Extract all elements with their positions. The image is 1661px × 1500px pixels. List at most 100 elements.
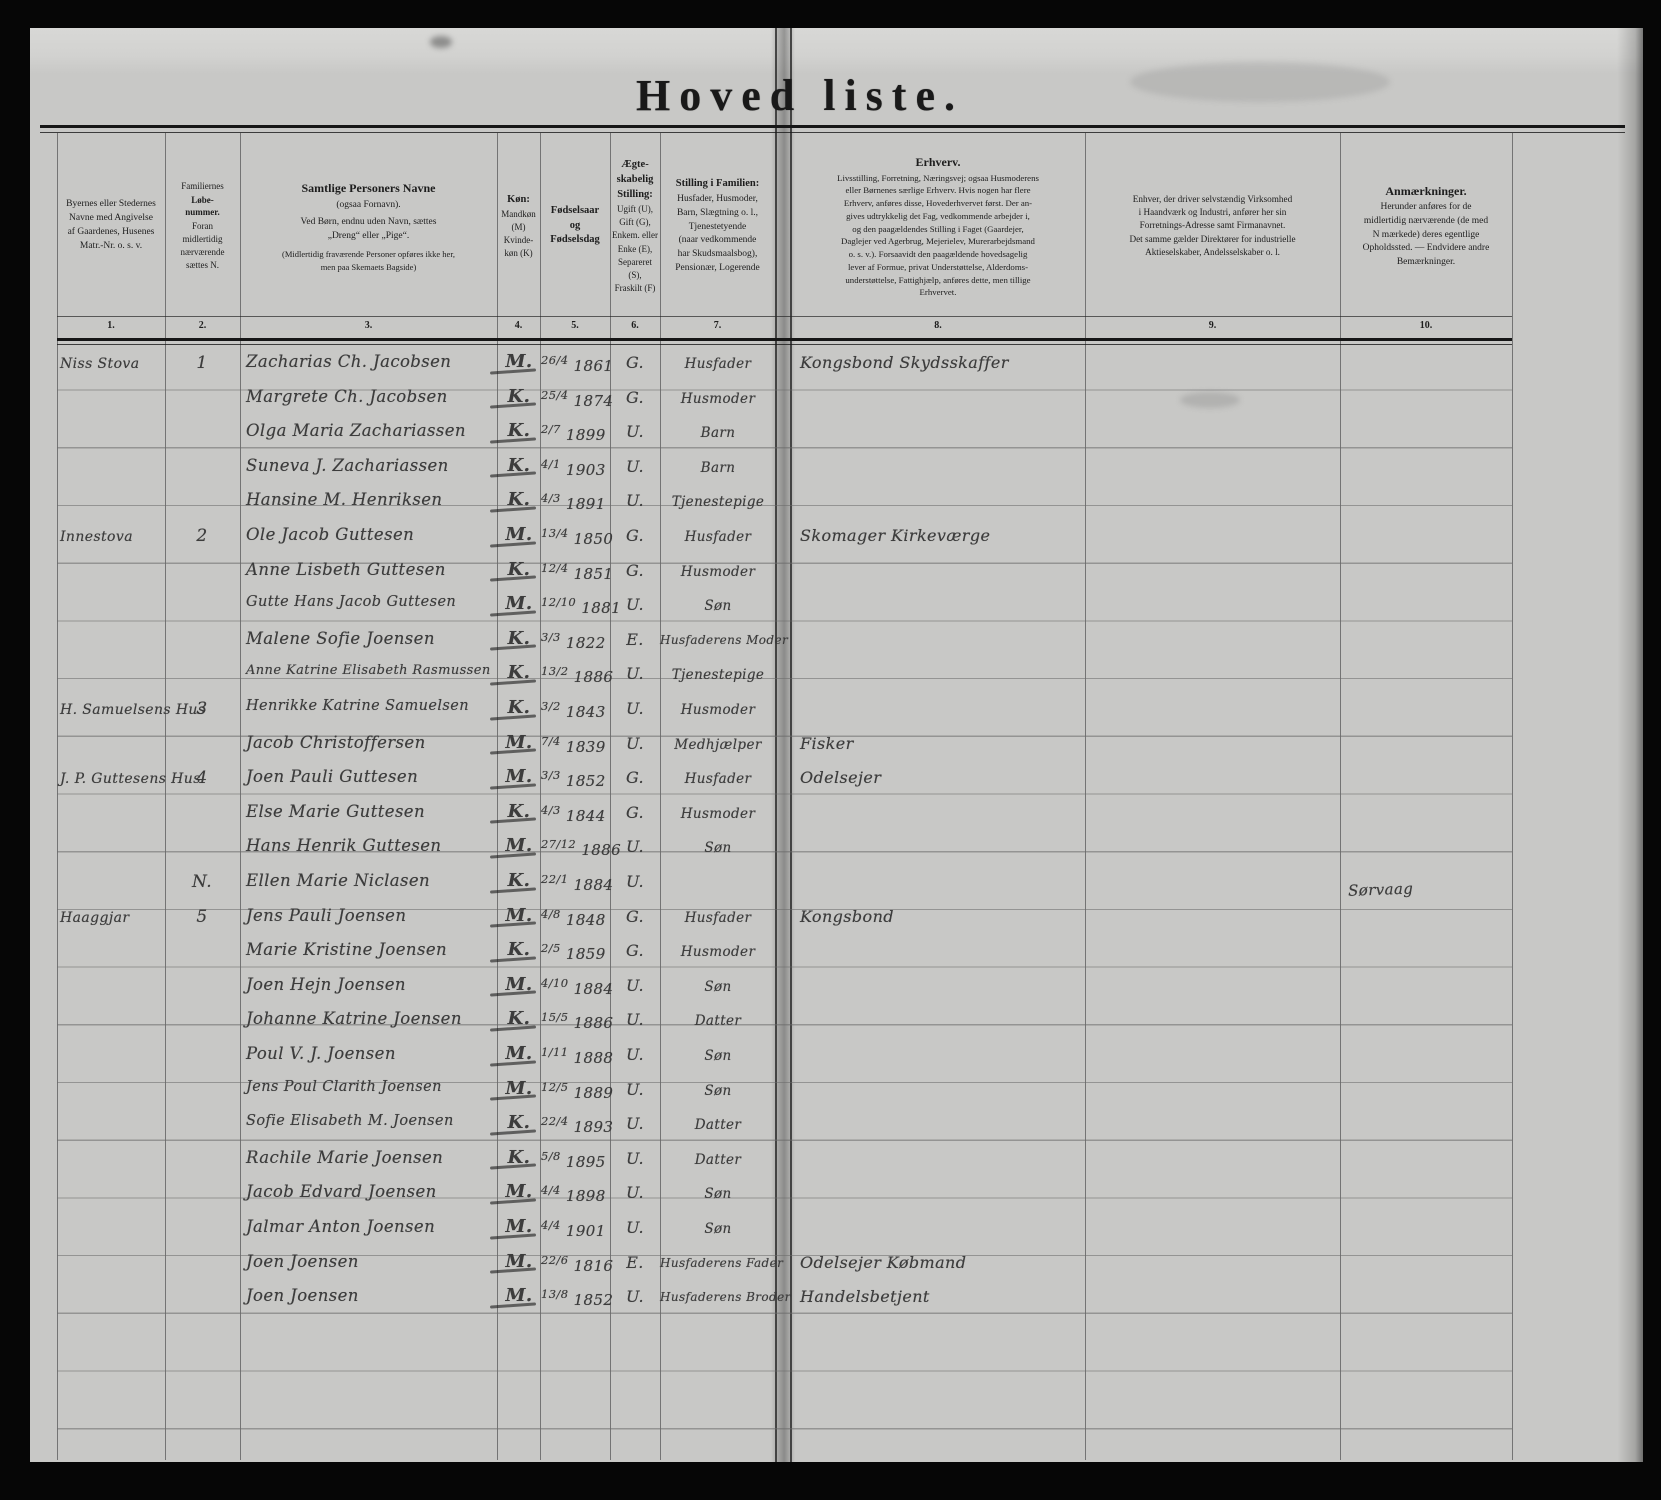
birth-year: 1852 bbox=[560, 772, 606, 791]
birth-date: 1/11 1888 bbox=[541, 1045, 614, 1067]
marital-status: U. bbox=[626, 699, 644, 718]
birth-day-month: 4/8 bbox=[541, 906, 561, 921]
birth-year: 1881 bbox=[576, 599, 622, 618]
form-ruled-lines bbox=[57, 333, 1512, 1460]
scan-border-bottom bbox=[0, 1462, 1661, 1500]
sex-code: M. bbox=[498, 524, 540, 545]
table-row: Anne Katrine Elisabeth Rasmussen K. 13/2 1… bbox=[0, 661, 1661, 693]
family-position: Tjenestepige bbox=[671, 667, 765, 684]
person-name: Johanne Katrine Joensen bbox=[246, 1009, 462, 1029]
column-number: 6. bbox=[631, 320, 639, 331]
person-name: Else Marie Guttesen bbox=[246, 801, 425, 821]
scan-border-right bbox=[1643, 0, 1661, 1500]
birth-date: 4/1 1903 bbox=[541, 457, 611, 479]
sex-code: M. bbox=[498, 1251, 540, 1272]
birth-day-month: 4/3 bbox=[541, 802, 561, 817]
family-position: Husfaderens Broder bbox=[660, 1290, 791, 1305]
header-text: Samtlige Personers Navne bbox=[301, 180, 436, 195]
birth-year: 1884 bbox=[568, 979, 614, 998]
person-name: Joen Hejn Joensen bbox=[246, 974, 406, 994]
family-position: Husmoder bbox=[680, 944, 756, 961]
birth-year: 1822 bbox=[560, 633, 606, 652]
person-name: Jacob Christoffersen bbox=[246, 732, 426, 752]
birth-year: 1816 bbox=[568, 1256, 614, 1275]
birth-year: 1903 bbox=[560, 460, 606, 479]
person-name: Jalmar Anton Joensen bbox=[246, 1217, 436, 1236]
header-text: Herunder anføres for de midlertidig nærv… bbox=[1362, 201, 1490, 268]
header-text: Livsstilling, Forretning, Næringsvej; og… bbox=[837, 172, 1039, 298]
remark: Sørvaag bbox=[1347, 879, 1414, 900]
family-position: Barn bbox=[700, 459, 736, 476]
family-position: Søn bbox=[704, 1082, 732, 1099]
column-header-marital-status: Ægte- skabelig Stilling: Ugift (U), Gift… bbox=[610, 136, 660, 316]
birth-year: 1898 bbox=[560, 1187, 606, 1206]
sex-code: K. bbox=[498, 662, 540, 683]
table-row: Joen Joensen M. 22/6 1816 E. Husfaderens Fad… bbox=[0, 1250, 1661, 1282]
birth-day-month: 4/4 bbox=[541, 1218, 561, 1232]
marital-status: U. bbox=[626, 975, 644, 995]
birth-date: 3/3 1822 bbox=[541, 630, 611, 652]
birth-date: 4/4 1901 bbox=[541, 1218, 611, 1240]
birth-year: 1861 bbox=[568, 357, 614, 375]
table-row: N. Ellen Marie Niclasen K. 22/1 1884 U. Sørva… bbox=[0, 869, 1661, 901]
family-position: Husfader bbox=[684, 529, 752, 545]
birth-day-month: 15/5 bbox=[541, 1010, 569, 1025]
birth-year: 1893 bbox=[568, 1118, 614, 1137]
sex-code: M. bbox=[498, 766, 540, 787]
marital-status: U. bbox=[626, 456, 644, 476]
family-position: Tjenestepige bbox=[671, 494, 765, 511]
family-position: Medhjælper bbox=[674, 736, 762, 753]
birth-date: 4/3 1844 bbox=[541, 803, 611, 825]
sex-code: M. bbox=[498, 1043, 540, 1064]
header-text: Køn: bbox=[507, 193, 530, 205]
family-number: 3 bbox=[196, 699, 208, 719]
person-name: Hans Henrik Guttesen bbox=[246, 836, 442, 856]
family-position: Husfader bbox=[684, 356, 752, 372]
header-text: Stilling i Familien: bbox=[675, 178, 760, 190]
place-name: Innestova bbox=[60, 529, 133, 545]
marital-status: U. bbox=[626, 1045, 644, 1064]
birth-date: 27/12 1886 bbox=[541, 837, 621, 859]
birth-day-month: 25/4 bbox=[541, 387, 569, 402]
sex-code: K. bbox=[498, 386, 540, 407]
table-row: Innestova 2 Ole Jacob Guttesen M. 13/4 1850 G… bbox=[0, 523, 1661, 555]
header-text: (ogsaa Fornavn). bbox=[336, 199, 401, 210]
person-name: Jens Pauli Joensen bbox=[246, 905, 407, 925]
person-name: Hansine M. Henriksen bbox=[246, 490, 443, 510]
family-position: Søn bbox=[704, 598, 732, 615]
birth-year: 1888 bbox=[568, 1049, 614, 1067]
table-row: Jacob Christoffersen M. 7/4 1839 U. Medhjælp… bbox=[0, 731, 1661, 763]
family-number: 4 bbox=[196, 768, 208, 789]
birth-day-month: 2/7 bbox=[541, 422, 561, 437]
birth-year: 1901 bbox=[560, 1222, 606, 1240]
column-number: 3. bbox=[364, 320, 373, 331]
table-border-right bbox=[1512, 133, 1513, 1460]
table-row: Johanne Katrine Joensen K. 15/5 1886 U. Datt… bbox=[0, 1007, 1661, 1039]
column-number: 8. bbox=[934, 320, 942, 331]
table-row: Olga Maria Zachariassen K. 2/7 1899 U. Barn bbox=[0, 419, 1661, 451]
birth-date: 22/6 1816 bbox=[541, 1253, 614, 1275]
family-position: Husmoder bbox=[680, 805, 756, 822]
family-position: Datter bbox=[694, 1151, 742, 1168]
person-name: Henrikke Katrine Samuelsen bbox=[246, 698, 469, 714]
birth-year: 1886 bbox=[576, 841, 622, 860]
column-header-occupation: Erhverv. Livsstilling, Forretning, Nærin… bbox=[791, 136, 1085, 316]
family-position: Søn bbox=[704, 840, 732, 857]
marital-status: G. bbox=[625, 387, 645, 407]
place-name: J. P. Guttesens Hus bbox=[60, 771, 201, 788]
marital-status: U. bbox=[626, 491, 644, 511]
sex-code: M. bbox=[498, 732, 540, 753]
birth-date: 12/10 1881 bbox=[541, 595, 621, 617]
family-position: Søn bbox=[704, 1221, 732, 1237]
marital-status: U. bbox=[626, 1183, 644, 1203]
sex-code: M. bbox=[498, 1181, 540, 1202]
family-number: 5 bbox=[196, 906, 208, 927]
birth-year: 1850 bbox=[568, 530, 614, 548]
birth-day-month: 13/2 bbox=[541, 664, 569, 679]
scan-border-top bbox=[0, 0, 1661, 28]
sex-code: K. bbox=[498, 628, 540, 649]
table-row: Malene Sofie Joensen K. 3/3 1822 E. Husfader… bbox=[0, 627, 1661, 659]
table-row: Margrete Ch. Jacobsen K. 25/4 1874 G. Husmod… bbox=[0, 385, 1661, 417]
family-position: Husfader bbox=[684, 771, 752, 788]
